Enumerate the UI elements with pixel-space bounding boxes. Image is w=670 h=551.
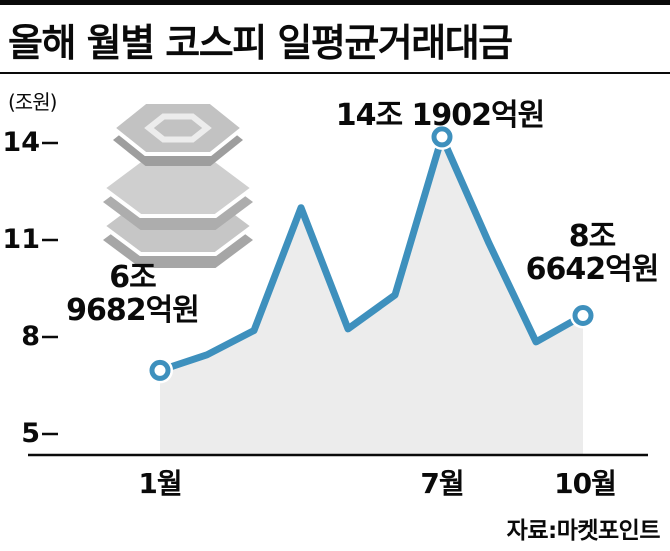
x-tick-label-oct: 10월 <box>554 467 617 500</box>
chart-area-fill <box>160 136 583 455</box>
annotation-july-value: 14조 1902억원 <box>290 99 590 132</box>
coin-stack-icon <box>99 100 257 268</box>
y-tick-label-5: 5 <box>21 418 40 449</box>
data-point-markers <box>147 123 596 384</box>
y-tick-label-8: 8 <box>21 321 40 352</box>
chart-line <box>156 133 587 374</box>
source-label: 자료:마켓포인트 <box>506 518 661 544</box>
annotation-october-line1: 8조 <box>568 219 616 254</box>
x-tick-label-jan: 1월 <box>138 467 182 500</box>
page-title: 올해 월별 코스피 일평균거래대금 <box>8 21 513 65</box>
data-point-marker <box>431 126 453 148</box>
annotation-january-line2: 9682억원 <box>66 293 200 328</box>
annotation-january-line1: 6조 <box>109 260 156 295</box>
y-axis-tick-marks <box>42 141 58 436</box>
y-tick-label-14: 14 <box>2 127 40 158</box>
data-point-marker <box>149 359 171 381</box>
data-point-marker <box>572 305 594 326</box>
top-rule <box>0 0 670 5</box>
title-divider <box>0 72 670 74</box>
x-tick-label-jul: 7월 <box>420 467 464 500</box>
annotation-january-value: 6조 9682억원 <box>35 261 230 327</box>
annotation-october-line2: 6642억원 <box>525 252 660 287</box>
annotation-october-value: 8조 6642억원 <box>521 220 663 286</box>
annotation-july-line1: 14조 1902억원 <box>335 98 546 133</box>
y-tick-label-11: 11 <box>2 224 40 255</box>
y-axis-unit-label: (조원) <box>8 90 57 114</box>
